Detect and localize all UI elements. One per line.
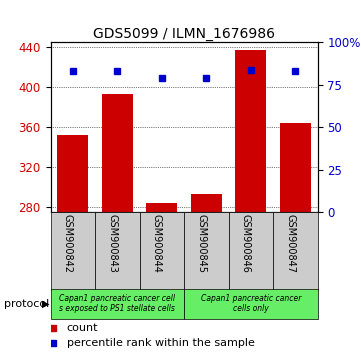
Bar [184, 289, 318, 319]
Bar [140, 212, 184, 290]
Bar [280, 124, 311, 212]
Text: GSM900844: GSM900844 [152, 214, 162, 273]
Bar [57, 136, 88, 212]
Text: ▶: ▶ [42, 298, 49, 309]
Text: count: count [66, 323, 98, 333]
Text: GSM900842: GSM900842 [63, 214, 73, 273]
Bar [51, 289, 184, 319]
Bar [273, 212, 318, 290]
Bar [191, 194, 222, 212]
Bar [146, 204, 177, 212]
Bar [95, 212, 140, 290]
Text: Capan1 pancreatic cancer cell
s exposed to PS1 stellate cells: Capan1 pancreatic cancer cell s exposed … [59, 294, 175, 313]
Bar [51, 212, 95, 290]
Bar [235, 51, 266, 212]
Bar [229, 212, 273, 290]
Text: GSM900845: GSM900845 [196, 214, 206, 273]
Text: protocol: protocol [4, 298, 49, 309]
Text: GSM900847: GSM900847 [286, 214, 295, 273]
Text: percentile rank within the sample: percentile rank within the sample [66, 338, 255, 348]
Text: GSM900843: GSM900843 [107, 214, 117, 273]
Bar [102, 95, 133, 212]
Title: GDS5099 / ILMN_1676986: GDS5099 / ILMN_1676986 [93, 28, 275, 41]
Bar [184, 212, 229, 290]
Text: Capan1 pancreatic cancer
cells only: Capan1 pancreatic cancer cells only [201, 294, 301, 313]
Text: GSM900846: GSM900846 [241, 214, 251, 273]
